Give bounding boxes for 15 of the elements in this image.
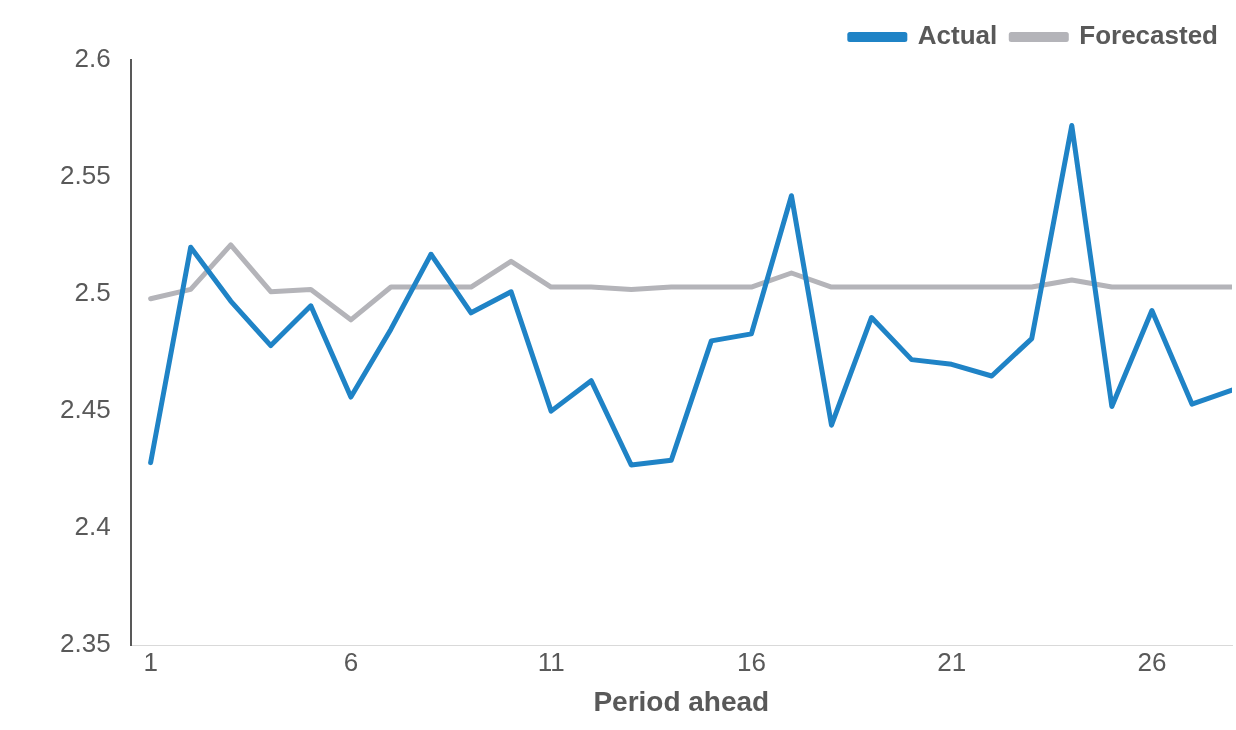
y-tick-label: 2.4: [74, 511, 111, 542]
y-tick-label: 2.5: [74, 277, 111, 308]
legend-label: Forecasted: [1079, 20, 1219, 51]
legend-label: Actual: [917, 20, 998, 51]
y-tick-label: 2.55: [59, 160, 111, 191]
y-tick-label: 2.35: [59, 628, 111, 659]
x-tick-label: 11: [537, 646, 565, 677]
y-tick-label: 2.6: [74, 43, 111, 74]
y-tick-label: 2.45: [59, 394, 111, 425]
x-tick-label: 6: [343, 646, 359, 677]
x-tick-label: 21: [937, 646, 967, 677]
x-axis-title: Period ahead: [593, 685, 770, 717]
x-tick-label: 16: [736, 646, 766, 677]
x-tick-label: 1: [143, 646, 158, 677]
x-tick-label: 26: [1137, 646, 1167, 677]
